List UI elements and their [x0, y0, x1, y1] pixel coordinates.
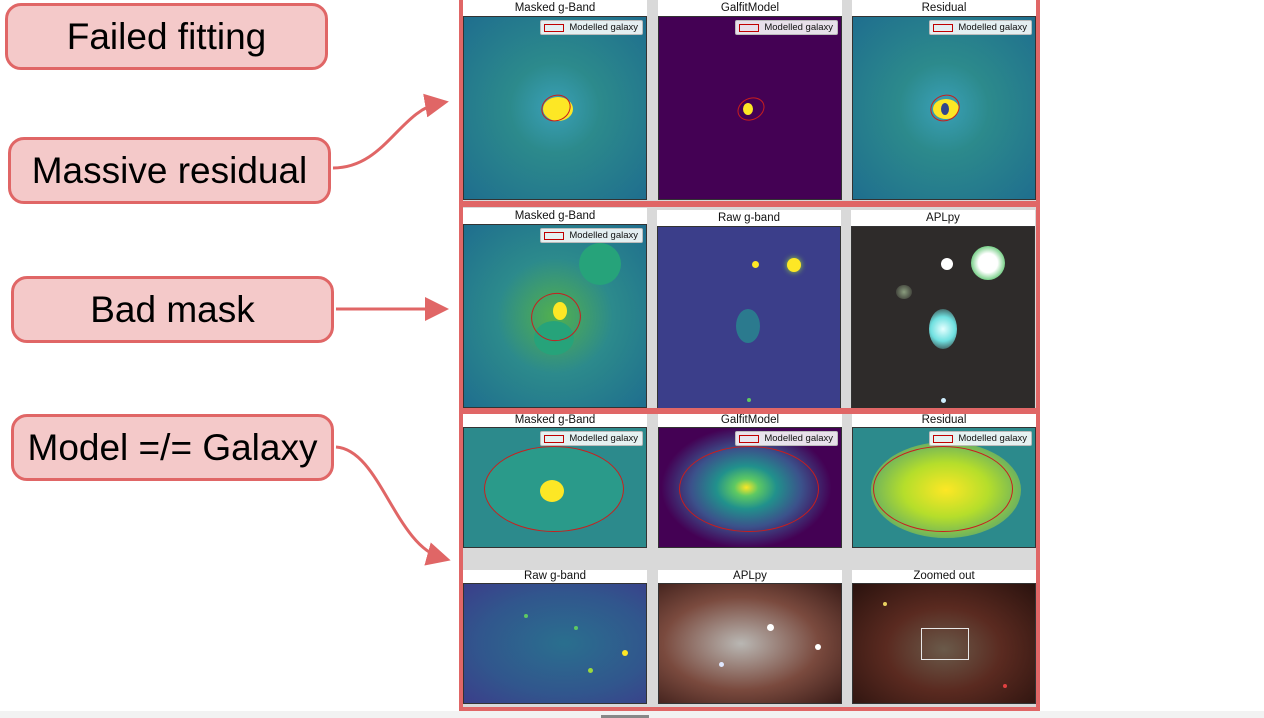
panel-image	[851, 226, 1035, 410]
star	[622, 650, 628, 656]
panel-title: APLpy	[851, 210, 1035, 226]
callout-bad-mask: Bad mask	[11, 276, 334, 343]
panel-image: Modelled galaxy	[658, 427, 842, 548]
model-ellipse	[679, 446, 819, 532]
panel-title: Raw g-band	[657, 210, 841, 226]
star	[1003, 684, 1007, 688]
star	[752, 261, 759, 268]
legend-swatch	[933, 23, 954, 32]
legend: Modelled galaxy	[735, 20, 838, 35]
legend-label: Modelled galaxy	[958, 22, 1027, 33]
legend: Modelled galaxy	[735, 431, 838, 446]
model-ellipse	[873, 446, 1013, 532]
star	[941, 258, 953, 270]
zoom-region-box	[921, 628, 969, 660]
panel-image	[463, 583, 647, 704]
legend-swatch	[933, 434, 954, 443]
model-ellipse	[484, 446, 624, 532]
residual-dip	[941, 103, 949, 115]
legend-swatch	[544, 23, 565, 32]
legend-label: Modelled galaxy	[764, 433, 833, 444]
legend-swatch	[544, 231, 565, 240]
panel-image: Modelled galaxy	[463, 224, 647, 408]
star	[815, 644, 821, 650]
star	[747, 398, 751, 402]
legend-label: Modelled galaxy	[569, 22, 638, 33]
masked-region	[534, 321, 574, 355]
legend-swatch	[739, 23, 760, 32]
scrollbar-thumb[interactable]	[601, 715, 649, 718]
panel-image: Modelled galaxy	[658, 16, 842, 200]
panel-title: Masked g-Band	[463, 414, 647, 427]
star	[971, 246, 1005, 280]
callout-model-galaxy: Model =/= Galaxy	[11, 414, 334, 481]
panel-image: Modelled galaxy	[463, 16, 647, 200]
galaxy	[736, 309, 760, 343]
legend-label: Modelled galaxy	[764, 22, 833, 33]
legend: Modelled galaxy	[540, 431, 643, 446]
panel-title: GalfitModel	[658, 0, 842, 16]
legend-swatch	[739, 434, 760, 443]
panel-image: Modelled galaxy	[852, 427, 1036, 548]
star	[719, 662, 724, 667]
panel-image: Modelled galaxy	[463, 427, 647, 548]
masked-region	[579, 243, 621, 285]
star	[883, 602, 887, 606]
panel-image	[658, 583, 842, 704]
legend: Modelled galaxy	[540, 20, 643, 35]
panel-image	[657, 226, 841, 410]
star	[787, 258, 801, 272]
galaxy-core	[553, 302, 567, 320]
star	[941, 398, 946, 403]
horizontal-scrollbar[interactable]	[0, 711, 1264, 718]
panel-title: Masked g-Band	[463, 0, 647, 16]
panel-image	[852, 583, 1036, 704]
panel-title: Zoomed out	[852, 570, 1036, 583]
panel-title: Raw g-band	[463, 570, 647, 583]
star	[588, 668, 593, 673]
panel-title: Residual	[852, 0, 1036, 16]
legend-label: Modelled galaxy	[958, 433, 1027, 444]
galaxy-core	[743, 103, 753, 115]
star	[574, 626, 578, 630]
legend: Modelled galaxy	[929, 20, 1032, 35]
galaxy	[929, 309, 957, 349]
panel-title: Residual	[852, 414, 1036, 427]
galaxy	[896, 285, 912, 299]
arrow-model-galaxy	[335, 445, 451, 566]
panel-title: APLpy	[658, 570, 842, 583]
star	[524, 614, 528, 618]
callout-massive-residual: Massive residual	[8, 137, 331, 204]
legend: Modelled galaxy	[929, 431, 1032, 446]
panel-title: GalfitModel	[658, 414, 842, 427]
star	[767, 624, 774, 631]
legend-label: Modelled galaxy	[569, 433, 638, 444]
callout-failed-fitting: Failed fitting	[5, 3, 328, 70]
legend: Modelled galaxy	[540, 228, 643, 243]
galaxy-core	[543, 97, 573, 121]
legend-swatch	[544, 434, 565, 443]
panel-image: Modelled galaxy	[852, 16, 1036, 200]
arrow-massive-residual	[332, 93, 449, 170]
panel-title: Masked g-Band	[463, 208, 647, 224]
legend-label: Modelled galaxy	[569, 230, 638, 241]
frame-model-vs-galaxy	[459, 410, 1040, 711]
